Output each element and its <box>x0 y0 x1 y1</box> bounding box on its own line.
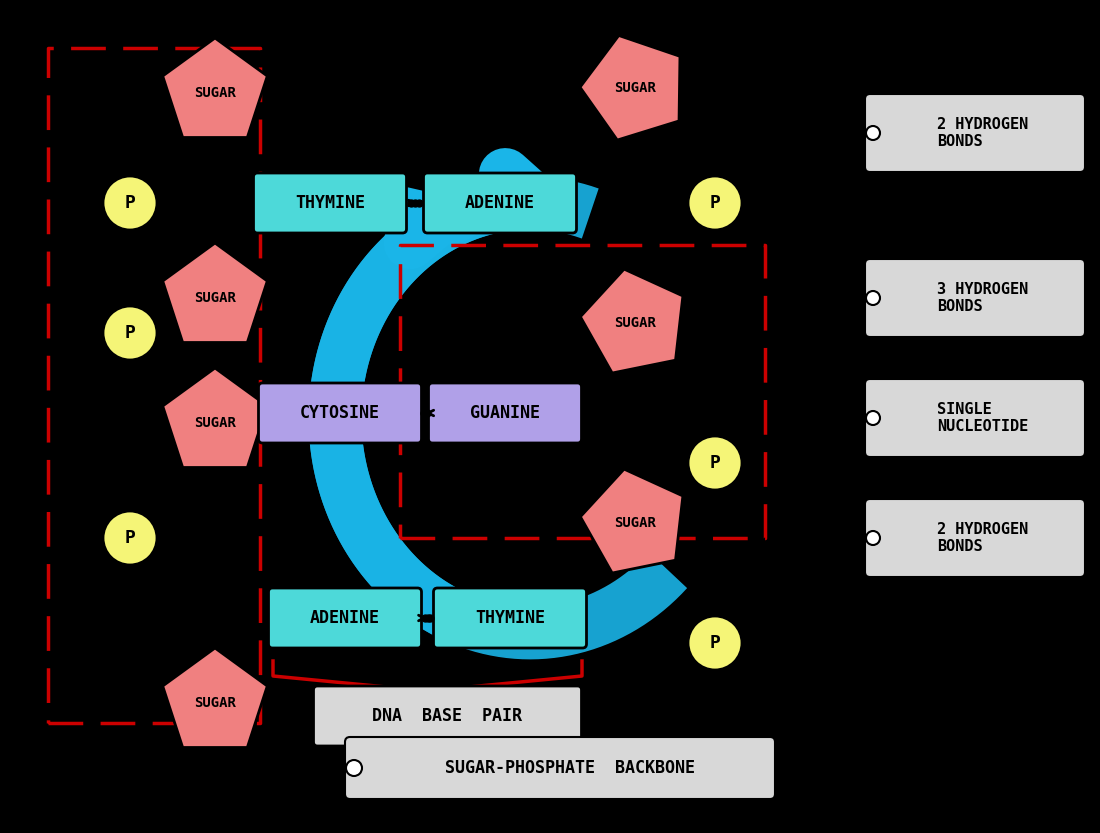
Text: CYTOSINE: CYTOSINE <box>300 404 379 422</box>
FancyBboxPatch shape <box>424 173 576 233</box>
FancyBboxPatch shape <box>429 383 582 443</box>
Circle shape <box>103 176 157 230</box>
Text: ADENINE: ADENINE <box>465 194 535 212</box>
Text: SUGAR: SUGAR <box>194 416 235 430</box>
Circle shape <box>346 760 362 776</box>
Text: SUGAR-PHOSPHATE  BACKBONE: SUGAR-PHOSPHATE BACKBONE <box>446 759 695 777</box>
FancyBboxPatch shape <box>433 588 586 648</box>
Text: P: P <box>710 634 720 652</box>
Text: SUGAR: SUGAR <box>194 86 235 100</box>
Text: SINGLE
NUCLEOTIDE: SINGLE NUCLEOTIDE <box>937 402 1028 434</box>
Text: SUGAR: SUGAR <box>614 316 656 330</box>
Polygon shape <box>163 368 267 467</box>
Text: 2 HYDROGEN
BONDS: 2 HYDROGEN BONDS <box>937 521 1028 554</box>
Text: DNA  BASE  PAIR: DNA BASE PAIR <box>373 707 522 725</box>
FancyBboxPatch shape <box>865 499 1085 577</box>
Text: ADENINE: ADENINE <box>310 609 380 627</box>
Text: SUGAR: SUGAR <box>194 696 235 710</box>
Text: P: P <box>710 454 720 472</box>
Polygon shape <box>163 38 267 137</box>
Polygon shape <box>163 243 267 342</box>
Polygon shape <box>581 269 683 373</box>
Text: P: P <box>124 324 135 342</box>
Circle shape <box>103 511 157 565</box>
FancyBboxPatch shape <box>253 173 407 233</box>
Text: SUGAR: SUGAR <box>614 516 656 530</box>
Text: THYMINE: THYMINE <box>475 609 544 627</box>
FancyBboxPatch shape <box>865 379 1085 457</box>
Text: P: P <box>710 194 720 212</box>
Text: P: P <box>124 194 135 212</box>
Circle shape <box>688 436 742 490</box>
Circle shape <box>866 291 880 305</box>
Text: P: P <box>124 529 135 547</box>
Text: 3 HYDROGEN
BONDS: 3 HYDROGEN BONDS <box>937 282 1028 314</box>
Circle shape <box>688 176 742 230</box>
Circle shape <box>866 411 880 425</box>
Polygon shape <box>581 469 683 573</box>
FancyBboxPatch shape <box>314 686 582 746</box>
Text: THYMINE: THYMINE <box>295 194 365 212</box>
FancyBboxPatch shape <box>865 94 1085 172</box>
FancyBboxPatch shape <box>268 588 421 648</box>
Polygon shape <box>163 648 267 747</box>
Circle shape <box>103 306 157 360</box>
FancyBboxPatch shape <box>345 737 776 799</box>
Circle shape <box>866 126 880 140</box>
Circle shape <box>866 531 880 545</box>
Circle shape <box>688 616 742 670</box>
Text: SUGAR: SUGAR <box>194 291 235 305</box>
Text: GUANINE: GUANINE <box>470 404 540 422</box>
Text: SUGAR: SUGAR <box>614 81 656 95</box>
Polygon shape <box>580 36 680 140</box>
Text: 2 HYDROGEN
BONDS: 2 HYDROGEN BONDS <box>937 117 1028 149</box>
FancyBboxPatch shape <box>865 259 1085 337</box>
FancyBboxPatch shape <box>258 383 421 443</box>
